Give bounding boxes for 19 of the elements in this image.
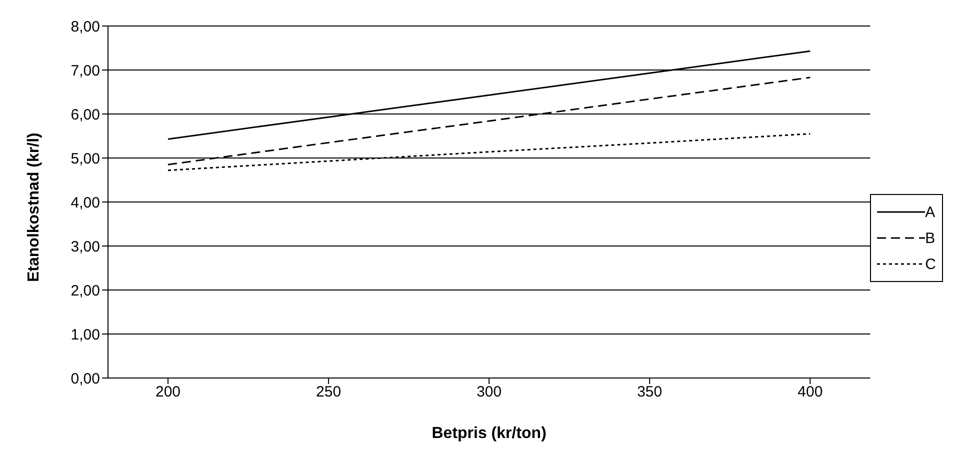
y-tick-label: 5,00 bbox=[70, 150, 100, 168]
y-tick-label: 1,00 bbox=[70, 326, 100, 344]
legend-label: A bbox=[925, 204, 936, 220]
x-tick-label: 300 bbox=[476, 384, 502, 401]
legend-label: C bbox=[925, 256, 936, 272]
y-tick-label: 8,00 bbox=[70, 18, 100, 36]
y-tick-label: 2,00 bbox=[70, 282, 100, 300]
x-tick-label: 250 bbox=[316, 384, 342, 401]
x-tick-label: 200 bbox=[155, 384, 181, 401]
y-axis-title: Etanolkostnad (kr/l) bbox=[26, 132, 43, 282]
legend-label: B bbox=[925, 230, 936, 246]
x-tick-label: 350 bbox=[637, 384, 662, 401]
y-tick-label: 7,00 bbox=[70, 62, 100, 80]
x-tick-label: 400 bbox=[798, 384, 823, 401]
y-tick-label: 0,00 bbox=[70, 370, 100, 388]
y-tick-label: 3,00 bbox=[70, 238, 100, 256]
y-tick-label: 4,00 bbox=[70, 194, 100, 212]
y-tick-label: 6,00 bbox=[70, 106, 100, 124]
x-axis-title: Betpris (kr/ton) bbox=[432, 425, 546, 442]
